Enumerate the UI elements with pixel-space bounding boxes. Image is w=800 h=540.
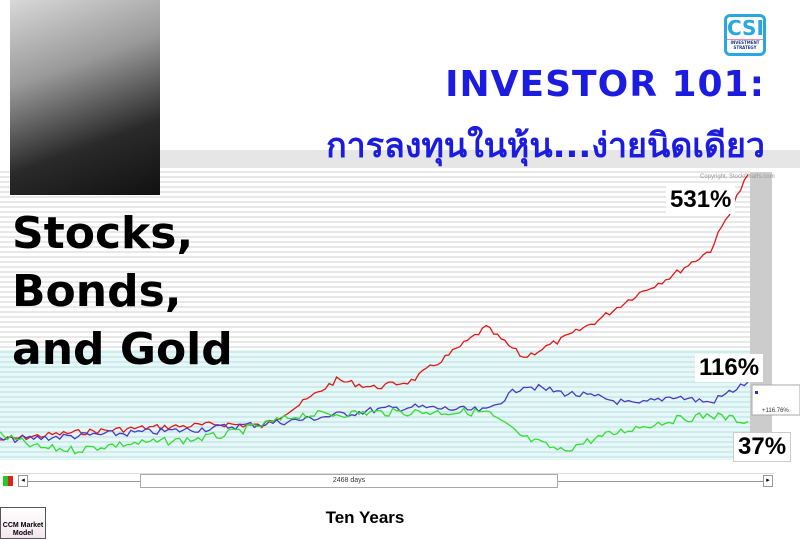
stocks-callout: 531% xyxy=(666,186,736,214)
x-axis-label: Ten Years xyxy=(325,508,405,527)
tooltip-value: +116.76% xyxy=(762,408,789,414)
series-line-1 xyxy=(0,381,749,444)
tooltip-box xyxy=(751,384,800,416)
gold-callout: 37% xyxy=(733,432,792,462)
copyright: Copyright, StockCharts.com xyxy=(700,174,775,180)
scroll-left-button[interactable]: ◂ xyxy=(18,475,28,487)
y-axis xyxy=(750,172,772,460)
performance-chart: Copyright, StockCharts.com +116.76% xyxy=(0,150,800,460)
gridlines xyxy=(0,171,750,458)
csi-logo: CSI INVESTMENT STRATEGY xyxy=(724,14,766,56)
page-title: INVESTOR 101: xyxy=(445,64,765,105)
side-title: Stocks, Bonds, and Gold xyxy=(12,208,233,375)
page-subtitle: การลงทุนในหุ้น...ง่ายนิดเดียว xyxy=(326,126,765,166)
scroll-right-button[interactable]: ▸ xyxy=(763,475,773,487)
series-line-2 xyxy=(0,407,749,455)
ccm-logo: CCM Market Model xyxy=(0,507,46,539)
series-line-0 xyxy=(0,174,749,441)
author-photo xyxy=(10,0,160,195)
chart-toolbar xyxy=(160,150,800,168)
chart-type-icon[interactable] xyxy=(3,476,13,486)
scroll-thumb[interactable]: 2468 days xyxy=(140,474,558,488)
bonds-callout: 116% xyxy=(695,354,764,382)
